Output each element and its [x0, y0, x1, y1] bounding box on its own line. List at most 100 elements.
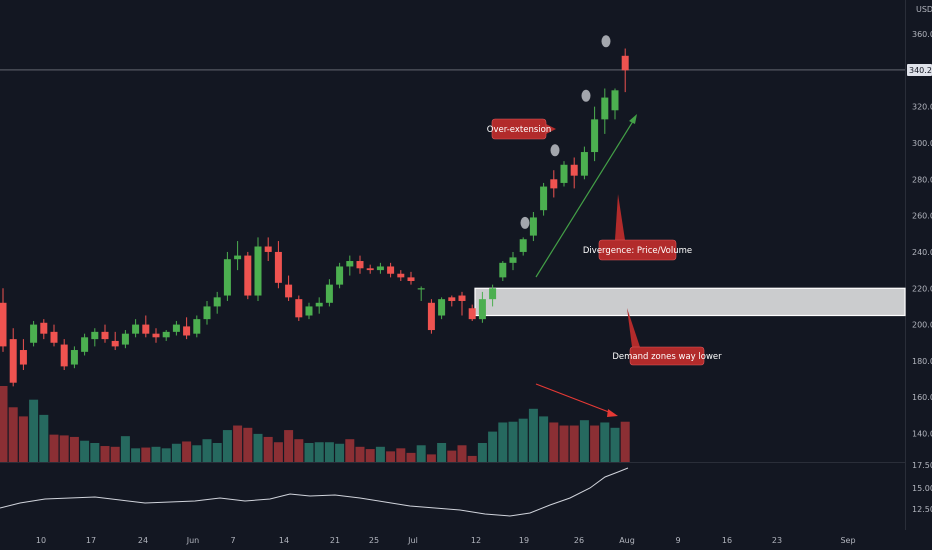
- volume-bar: [304, 443, 314, 462]
- candle-body: [295, 299, 303, 318]
- volume-bar: [151, 446, 161, 462]
- candle-body: [274, 251, 282, 283]
- candle-body: [162, 331, 170, 338]
- indicator-tick-label: 15.00: [912, 484, 932, 493]
- volume-bar: [549, 422, 559, 462]
- volume-bar: [600, 422, 610, 462]
- divergence-note: Divergence: Price/Volume: [583, 194, 692, 261]
- volume-bar: [100, 446, 110, 462]
- volume-bar: [29, 399, 39, 462]
- candle-body: [244, 255, 252, 296]
- candle-body: [101, 331, 109, 340]
- time-tick-label: 10: [36, 536, 46, 545]
- demand-note-box: [629, 346, 705, 366]
- volume-bar: [457, 445, 467, 462]
- volume-bar: [202, 439, 212, 462]
- volume-bar: [590, 425, 600, 462]
- candle-body: [550, 179, 558, 189]
- over-extension-marker: [601, 35, 611, 48]
- candle-body: [193, 319, 201, 334]
- volume-bar: [243, 427, 253, 462]
- candle-body: [223, 259, 231, 296]
- time-tick-label: 14: [279, 536, 289, 545]
- candle-body: [183, 326, 191, 336]
- candle-body: [448, 297, 456, 301]
- candle-body: [397, 273, 405, 278]
- time-tick-label: 21: [330, 536, 340, 545]
- volume-bar: [120, 436, 130, 462]
- volume-arrow: [535, 383, 615, 415]
- volume-bar: [263, 436, 273, 462]
- candle-body: [111, 340, 119, 347]
- candle-body: [570, 164, 578, 176]
- grid: [0, 0, 906, 530]
- volume-bars: [0, 386, 630, 462]
- candle-body: [172, 324, 180, 332]
- time-tick-label: Jun: [186, 536, 200, 545]
- volume-bar: [335, 443, 345, 462]
- volume-bar: [467, 455, 477, 462]
- volume-bar: [365, 449, 375, 462]
- candle-body: [152, 333, 160, 338]
- candle-body: [234, 255, 242, 260]
- demand-note: Demand zones way lower: [612, 308, 722, 366]
- volume-bar: [69, 436, 79, 462]
- time-tick-label: Sep: [840, 536, 855, 545]
- divergence-note-text: Divergence: Price/Volume: [583, 246, 692, 256]
- volume-bar: [59, 435, 69, 462]
- volume-bar: [294, 439, 304, 462]
- candle-body: [142, 324, 150, 334]
- time-tick-label: 9: [675, 536, 680, 545]
- candle-body: [376, 266, 384, 271]
- candle-body: [19, 350, 27, 365]
- time-tick-label: 25: [369, 536, 379, 545]
- candle-body: [40, 322, 48, 334]
- time-tick-label: 17: [86, 536, 96, 545]
- volume-bar: [426, 454, 436, 462]
- candle-body: [387, 266, 395, 274]
- volume-bar: [498, 422, 508, 462]
- volume-bar: [539, 416, 549, 462]
- volume-bar: [559, 425, 569, 462]
- volume-bar: [416, 445, 426, 462]
- candle-body: [478, 299, 486, 320]
- price-tick-label: 360.00: [912, 30, 932, 39]
- over-extension-note: Over-extension: [487, 118, 556, 140]
- volume-bar: [192, 445, 202, 462]
- volume-bar: [49, 434, 59, 462]
- price-axis: 140.00 160.00 180.00 200.00 220.00 240.00 260.…: [907, 5, 932, 514]
- volume-bar: [39, 414, 49, 462]
- candle-body: [70, 350, 78, 365]
- volume-bar: [212, 443, 222, 462]
- volume-bar: [171, 443, 181, 462]
- price-tick-label: 260.00: [912, 212, 932, 221]
- time-axis: 10 17 24 Jun 7 14 21 25 Jul 12 19 26 Aug 9 16 23 Sep: [36, 536, 856, 545]
- over-extension-marker: [581, 89, 591, 102]
- volume-bar: [406, 452, 416, 462]
- candle-body: [213, 297, 221, 307]
- volume-bar: [528, 408, 538, 462]
- volume-bar: [110, 446, 120, 462]
- over-extension-note-pointer: [546, 124, 556, 134]
- price-tick-label: 280.00: [912, 175, 932, 184]
- candle-body: [540, 186, 548, 211]
- candle-body: [468, 308, 476, 320]
- volume-bar: [508, 421, 518, 462]
- candle-body: [591, 119, 599, 153]
- volume-bar: [314, 442, 324, 462]
- volume-bar: [488, 431, 498, 462]
- time-tick-label: 23: [772, 536, 782, 545]
- volume-bar: [569, 425, 579, 462]
- price-tick-label: 200.00: [912, 321, 932, 330]
- over-extension-note-box: [491, 118, 547, 140]
- price-tick-label: 320.00: [912, 103, 932, 112]
- volume-bar: [0, 386, 8, 462]
- annotations: Over-extension Divergence: Price/Volume De…: [487, 35, 722, 417]
- price-tick-label: 240.00: [912, 248, 932, 257]
- candle-body: [519, 239, 527, 252]
- volume-bar: [437, 443, 447, 462]
- volume-bar: [90, 443, 100, 462]
- volume-bar: [182, 441, 192, 462]
- volume-bar: [345, 439, 355, 462]
